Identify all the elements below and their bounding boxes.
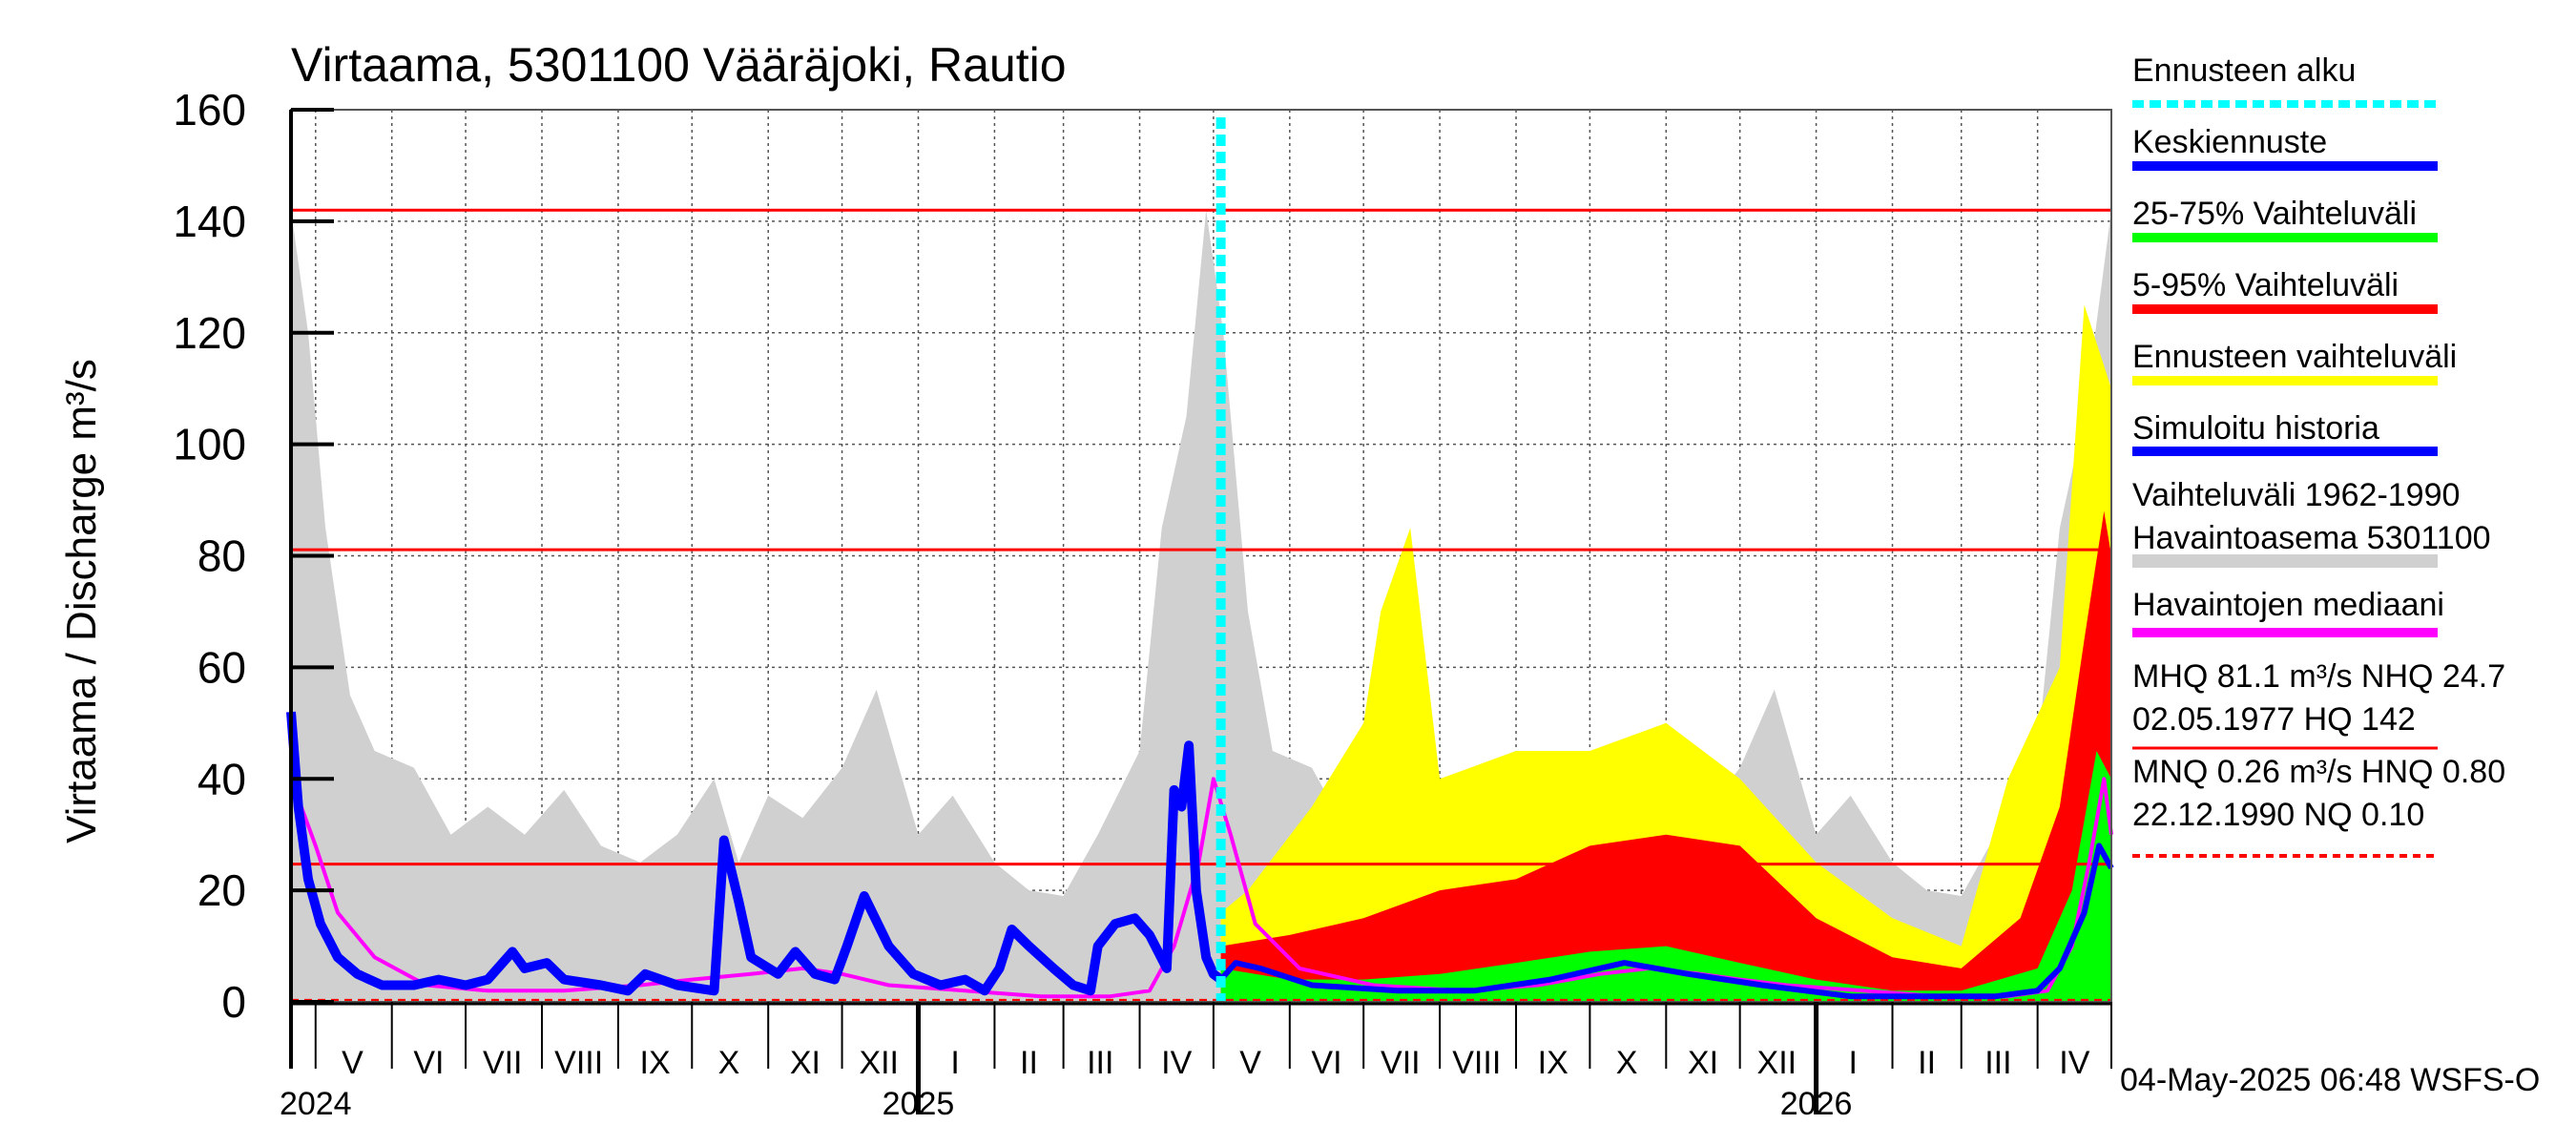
month-label: VI	[1311, 1045, 1341, 1081]
y-tick-label: 40	[197, 754, 246, 803]
mean-forecast-line	[1218, 843, 2114, 1000]
month-label: III	[1984, 1045, 2011, 1081]
range-5-95-band	[1220, 510, 2111, 1002]
y-tick-label: 120	[173, 308, 246, 358]
y-tick-label: 0	[221, 977, 246, 1027]
month-label: IX	[1538, 1045, 1568, 1081]
historical-range-band	[291, 210, 2111, 1002]
y-tick-label: 80	[197, 531, 246, 581]
legend-label: MHQ 81.1 m³/s NHQ 24.7	[2132, 658, 2505, 695]
y-tick-label: 160	[173, 85, 246, 135]
range-25-75-band	[1220, 751, 2111, 1002]
y-tick-label: 60	[197, 642, 246, 692]
month-label: IX	[640, 1045, 671, 1081]
month-label: VII	[1381, 1045, 1421, 1081]
month-label: XI	[790, 1045, 821, 1081]
legend-label: Havaintoasema 5301100	[2132, 520, 2491, 556]
year-label: 2026	[1780, 1086, 1853, 1122]
month-label: XII	[1757, 1045, 1797, 1081]
month-label: VIII	[554, 1045, 603, 1081]
legend-label: Ennusteen alku	[2132, 52, 2356, 89]
legend-label: Keskiennuste	[2132, 124, 2327, 160]
y-axis-label: Virtaama / Discharge m³/s	[58, 359, 105, 843]
footer-timestamp: 04-May-2025 06:48 WSFS-O	[2120, 1062, 2540, 1098]
month-label: VIII	[1452, 1045, 1501, 1081]
legend-label: MNQ 0.26 m³/s HNQ 0.80	[2132, 754, 2505, 790]
legend-label: Ennusteen vaihteluväli	[2132, 339, 2457, 375]
month-label: III	[1087, 1045, 1113, 1081]
month-label: I	[1849, 1045, 1858, 1081]
year-label: 2024	[280, 1086, 352, 1122]
forecast-range-band	[1220, 304, 2111, 1002]
month-label: XI	[1688, 1045, 1718, 1081]
legend-label: Havaintojen mediaani	[2132, 587, 2444, 623]
legend: Ennusteen alku Keskiennuste 25-75% Vaihtel…	[2132, 52, 2505, 858]
legend-label: Vaihteluväli 1962-1990	[2132, 477, 2460, 513]
y-tick-label: 20	[197, 865, 246, 915]
legend-label: 22.12.1990 NQ 0.10	[2132, 797, 2424, 833]
month-label: V	[342, 1045, 364, 1081]
month-label: XII	[859, 1045, 899, 1081]
month-label: II	[1918, 1045, 1936, 1081]
month-label: II	[1020, 1045, 1038, 1081]
month-label: I	[950, 1045, 959, 1081]
month-label: VI	[413, 1045, 444, 1081]
month-label: VII	[483, 1045, 523, 1081]
year-label: 2025	[883, 1086, 955, 1122]
month-label: IV	[2059, 1045, 2089, 1081]
legend-label: Simuloitu historia	[2132, 410, 2379, 447]
chart-title: Virtaama, 5301100 Vääräjoki, Rautio	[291, 38, 1067, 92]
y-tick-label: 140	[173, 197, 246, 246]
legend-label: 25-75% Vaihteluväli	[2132, 196, 2417, 232]
y-tick-label: 100	[173, 420, 246, 469]
month-label: X	[718, 1045, 740, 1081]
simulated-history-line	[286, 711, 1224, 996]
month-label: V	[1239, 1045, 1261, 1081]
month-label: IV	[1161, 1045, 1192, 1081]
legend-label: 5-95% Vaihteluväli	[2132, 267, 2399, 303]
month-label: X	[1616, 1045, 1638, 1081]
legend-label: 02.05.1977 HQ 142	[2132, 701, 2416, 738]
